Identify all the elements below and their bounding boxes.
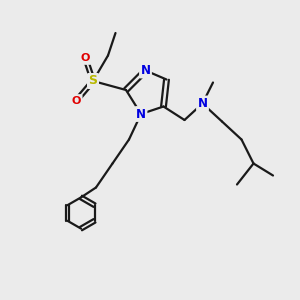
Text: O: O [72,95,81,106]
Text: N: N [136,107,146,121]
Text: O: O [81,53,90,64]
Text: S: S [88,74,98,88]
Text: N: N [197,97,208,110]
Text: N: N [140,64,151,77]
